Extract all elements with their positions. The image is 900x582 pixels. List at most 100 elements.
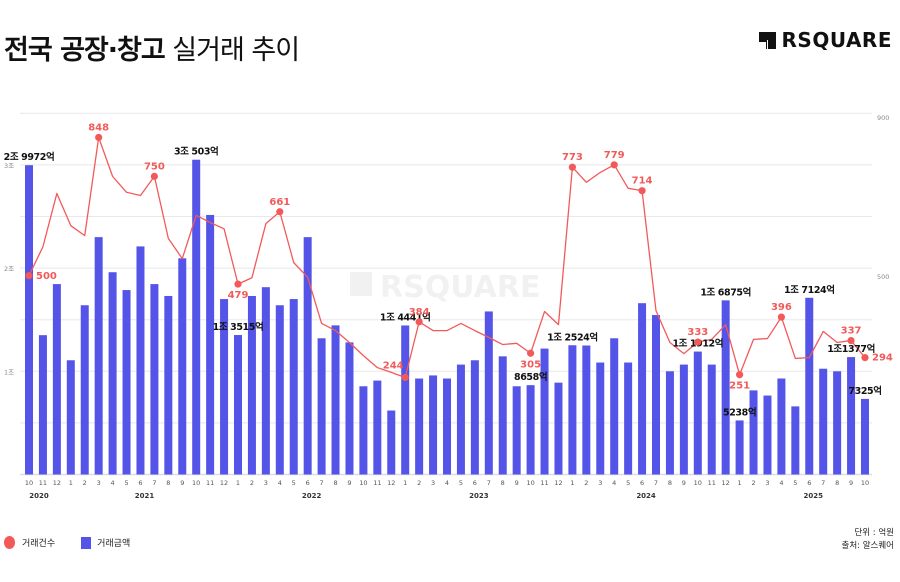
bar <box>80 305 89 475</box>
bar <box>415 378 424 475</box>
right-axis-tick: 900 <box>877 114 889 122</box>
x-axis-month: 12 <box>387 479 395 487</box>
line-value-label: 479 <box>228 290 249 301</box>
source-note: 출처: 알스퀘어 <box>841 541 895 551</box>
line-value-label: 294 <box>872 353 893 364</box>
line-point-marker <box>401 373 409 382</box>
bar <box>763 395 772 475</box>
bar-value-label: 5238억 <box>723 406 756 418</box>
bar <box>805 297 814 475</box>
x-axis-year: 2021 <box>135 492 155 500</box>
bar <box>25 165 33 475</box>
bar <box>721 300 730 475</box>
bar <box>470 360 479 475</box>
x-axis-month: 9 <box>180 479 184 487</box>
bar-value-label: 2조 9972억 <box>4 151 55 163</box>
x-axis-month: 10 <box>359 479 367 487</box>
line-value-label: 848 <box>88 122 109 133</box>
bar <box>317 338 326 475</box>
x-axis-month: 5 <box>626 479 630 487</box>
rsquare-logo: RSQUARE <box>758 28 892 52</box>
bar <box>261 287 270 475</box>
x-axis-month: 3 <box>765 479 769 487</box>
bar <box>665 371 674 475</box>
unit-note: 단위 : 억원 <box>854 528 894 538</box>
line-point-marker <box>861 354 869 362</box>
bar <box>568 345 577 475</box>
x-axis-month: 5 <box>292 479 296 487</box>
line-point-marker <box>150 172 158 180</box>
bar <box>401 325 410 475</box>
right-axis-tick: 500 <box>877 273 889 281</box>
x-axis-month: 4 <box>111 479 115 487</box>
x-axis-month: 12 <box>554 479 562 487</box>
line-value-label: 714 <box>632 176 653 187</box>
bar <box>707 364 716 475</box>
bar <box>206 214 215 475</box>
line-value-label: 337 <box>841 326 862 337</box>
legend-square-icon <box>81 536 92 549</box>
bar <box>679 364 688 475</box>
x-axis-month: 7 <box>320 479 324 487</box>
x-axis-month: 2 <box>751 479 755 487</box>
x-axis-month: 12 <box>722 479 730 487</box>
x-axis-month: 10 <box>694 479 702 487</box>
x-axis-month: 1 <box>69 479 73 487</box>
title-light: 실거래 추이 <box>172 35 300 66</box>
x-axis-month: 8 <box>668 479 672 487</box>
x-axis-month: 2 <box>83 479 87 487</box>
x-axis-month: 7 <box>821 479 825 487</box>
page-title: 전국 공장·창고 실거래 추이 <box>4 28 300 67</box>
line-point-marker <box>777 313 786 321</box>
line-point-marker <box>95 133 103 142</box>
bar-value-label: 1조 2524억 <box>547 331 598 343</box>
svg-text:RSQUARE: RSQUARE <box>380 270 540 305</box>
combo-chart: 1조 2조 3조 500 900 RSQUARE 2조 9972억 3조 503억 1조 351… <box>4 112 893 500</box>
bar-value-label: 7325억 <box>848 385 881 397</box>
bar <box>52 284 61 475</box>
x-axis-month: 9 <box>849 479 853 487</box>
title-bold: 전국 공장·창고 <box>4 35 166 66</box>
bar-value-label: 1조 3515억 <box>213 321 264 333</box>
x-axis-month: 3 <box>97 479 101 487</box>
x-axis-month: 10 <box>192 479 200 487</box>
bar-value-label: 1조 6875억 <box>700 286 751 298</box>
line-value-label: 750 <box>144 161 165 172</box>
x-axis-month: 4 <box>779 479 783 487</box>
bar <box>526 385 535 475</box>
bar <box>554 382 563 475</box>
x-axis-month: 2 <box>584 479 588 487</box>
bar <box>443 378 451 475</box>
bar <box>136 246 145 475</box>
x-axis-month: 11 <box>540 479 548 487</box>
line-point-marker <box>568 163 577 171</box>
line-value-label: 333 <box>687 327 708 338</box>
count-line <box>28 136 866 379</box>
bar <box>749 390 758 475</box>
bar <box>512 386 521 475</box>
line-value-label: 251 <box>729 381 750 392</box>
x-axis-month: 11 <box>373 479 381 487</box>
bar <box>652 315 660 475</box>
x-axis-month: 9 <box>682 479 686 487</box>
x-axis-month: 1 <box>570 479 574 487</box>
x-axis-month: 8 <box>501 479 505 487</box>
line-value-label: 779 <box>604 150 625 161</box>
x-axis-month: 11 <box>708 479 716 487</box>
line-point-marker <box>527 349 535 357</box>
bar <box>122 290 131 475</box>
line-point-marker <box>415 318 423 326</box>
line-point-marker <box>276 208 284 216</box>
bar <box>373 380 382 475</box>
bar <box>847 357 856 475</box>
x-axis-month: 7 <box>487 479 491 487</box>
line-point-marker <box>25 272 33 280</box>
bar <box>540 348 549 475</box>
line-value-label: 773 <box>562 152 583 163</box>
bar <box>234 335 242 475</box>
legend-label-amount: 거래금액 <box>97 539 131 549</box>
x-axis-month: 11 <box>206 479 214 487</box>
bar-value-label: 3조 503억 <box>174 146 218 158</box>
x-axis-month: 3 <box>598 479 602 487</box>
bar <box>108 272 117 475</box>
